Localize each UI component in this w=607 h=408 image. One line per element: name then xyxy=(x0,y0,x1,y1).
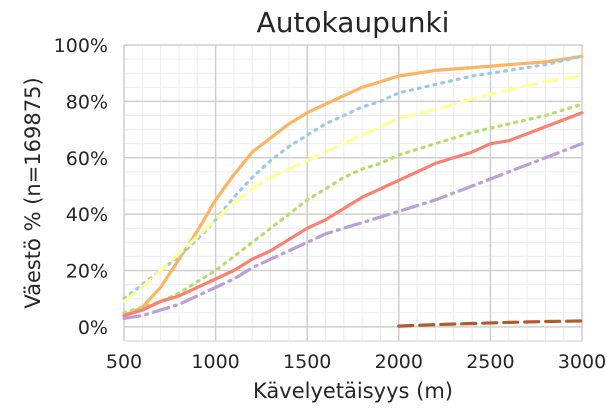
x-axis-label: Kävelyetäisyys (m) xyxy=(253,379,453,403)
x-tick-labels: 500 1000 1500 2000 2500 3000 xyxy=(106,351,606,373)
y-axis-label: Väestö % (n=169875) xyxy=(21,77,45,308)
series-line-6 xyxy=(122,142,584,320)
x-tick-label: 2500 xyxy=(466,351,514,373)
x-tick-label: 500 xyxy=(106,351,142,373)
series-line-7 xyxy=(397,319,584,328)
series-line-1 xyxy=(122,54,584,318)
x-tick-label: 1000 xyxy=(191,351,239,373)
y-tick-label: 20% xyxy=(66,261,108,283)
plot-area xyxy=(123,44,583,342)
series-layer xyxy=(122,54,584,328)
y-tick-label: 60% xyxy=(66,148,108,170)
y-tick-label: 0% xyxy=(78,317,108,339)
major-grid xyxy=(123,44,583,341)
y-tick-label: 100% xyxy=(54,35,108,57)
y-tick-label: 80% xyxy=(66,91,108,113)
y-tick-label: 40% xyxy=(66,204,108,226)
series-line-4 xyxy=(122,102,584,315)
series-line-5 xyxy=(122,111,584,318)
series-line-3 xyxy=(122,74,584,304)
x-tick-label: 2000 xyxy=(375,351,423,373)
y-tick-labels: 0% 20% 40% 60% 80% 100% xyxy=(54,35,108,339)
x-tick-label: 3000 xyxy=(558,351,606,373)
series-line-2 xyxy=(122,54,584,301)
x-tick-label: 1500 xyxy=(283,351,331,373)
chart-title: Autokaupunki xyxy=(257,6,450,39)
